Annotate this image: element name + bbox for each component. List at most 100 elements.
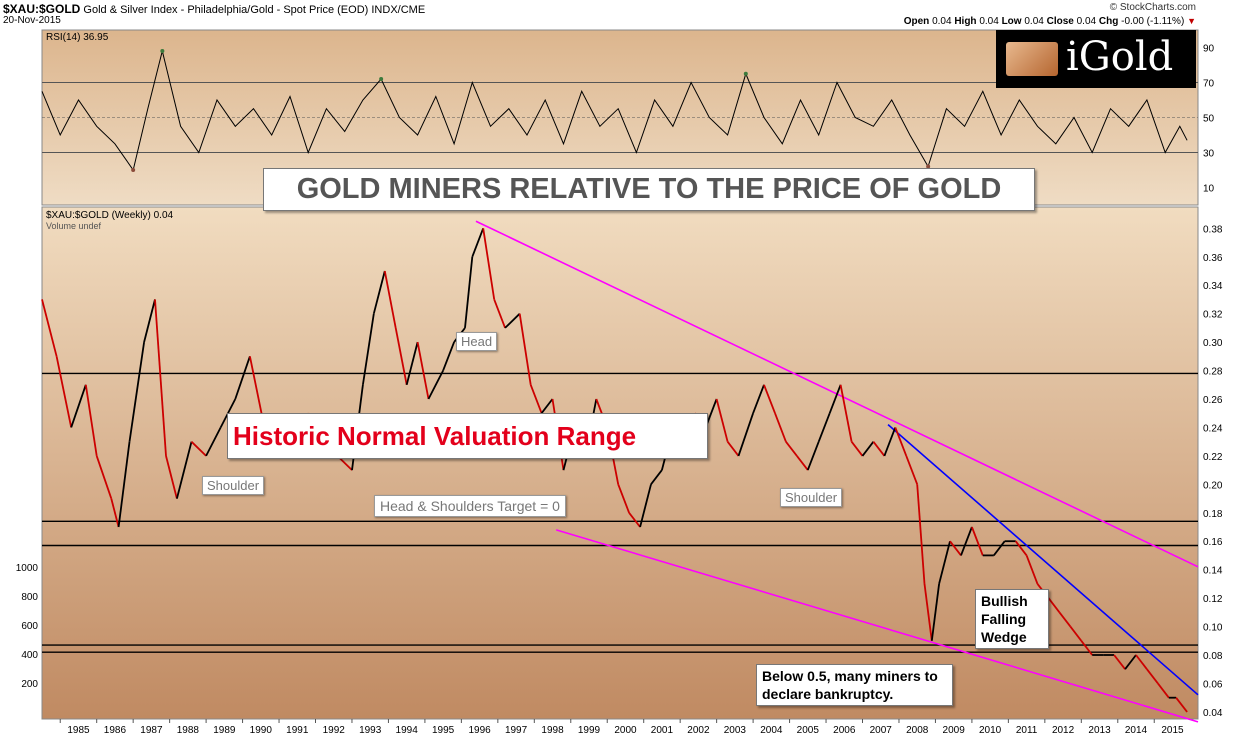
price-segment — [883, 427, 897, 457]
year-tick-label: 1986 — [104, 725, 127, 736]
price-tick-label: 0.26 — [1203, 395, 1223, 406]
price-tick-label: 0.38 — [1203, 224, 1223, 235]
price-segment — [737, 412, 754, 457]
wedge-trendline — [887, 423, 1199, 696]
description: Gold & Silver Index - Philadelphia/Gold … — [83, 4, 369, 16]
price-segment — [529, 384, 543, 414]
wedge-note: Bullish Falling Wedge — [975, 589, 1049, 649]
year-tick-label: 1993 — [359, 725, 382, 736]
rsi-tick-label: 50 — [1203, 114, 1215, 125]
channel-trendline — [555, 529, 1199, 723]
price-segment — [41, 299, 58, 357]
rsi-tick-label: 10 — [1203, 184, 1215, 195]
rsi-tick-label: 70 — [1203, 79, 1215, 90]
price-tick-label: 0.10 — [1203, 623, 1223, 634]
year-tick-label: 2004 — [760, 725, 783, 736]
price-segment — [416, 341, 430, 400]
price-segment — [154, 299, 167, 456]
year-tick-label: 1999 — [578, 725, 601, 736]
price-segment — [110, 498, 120, 528]
low-value: 0.04 — [1024, 16, 1044, 27]
rsi-legend: RSI(14) 36.95 — [46, 32, 109, 43]
volume-tick-label: 400 — [21, 650, 38, 661]
price-segment — [504, 313, 521, 329]
symbol: $XAU:$GOLD — [3, 2, 81, 16]
volume-tick-label: 200 — [21, 679, 38, 690]
price-segment — [785, 441, 798, 457]
price-segment — [1069, 626, 1083, 642]
price-segment — [1113, 654, 1126, 670]
high-value: 0.04 — [979, 16, 999, 27]
price-segment — [949, 540, 962, 556]
rsi-overbought-point — [379, 77, 384, 81]
price-segment — [165, 455, 178, 499]
chart-date: 20-Nov-2015 — [3, 15, 61, 26]
year-tick-label: 2012 — [1052, 725, 1075, 736]
price-tick-label: 0.04 — [1203, 708, 1223, 719]
volume-tick-label: 1000 — [16, 563, 39, 574]
price-segment — [442, 341, 455, 371]
year-tick-label: 2007 — [870, 725, 893, 736]
price-tick-label: 0.14 — [1203, 566, 1223, 577]
price-segment — [1025, 555, 1039, 585]
volume-legend: Volume undef — [46, 221, 102, 231]
brand-credit: © StockCharts.com — [1109, 2, 1196, 13]
price-segment — [894, 427, 908, 457]
price-tick-label: 0.18 — [1203, 509, 1223, 520]
chart-header-title: $XAU:$GOLD Gold & Silver Index - Philade… — [3, 2, 425, 16]
price-segment — [128, 341, 145, 442]
rsi-overbought-point — [743, 71, 748, 76]
right-shoulder-label: Shoulder — [780, 488, 843, 507]
year-tick-label: 1992 — [323, 725, 346, 736]
main-title-banner: GOLD MINERS RELATIVE TO THE PRICE OF GOL… — [263, 168, 1035, 211]
rsi-overbought-point — [160, 49, 165, 53]
chg-value: -0.00 (-1.11%) — [1121, 16, 1185, 27]
price-segment — [639, 484, 652, 528]
rsi-tick-label: 30 — [1203, 149, 1215, 160]
rsi-oversold-point — [131, 168, 136, 172]
price-segment — [1047, 597, 1061, 613]
volume-tick-label: 800 — [21, 592, 38, 603]
axis-layer: 10 30 50 70 90 0.04 0.06 0.08 0.10 0.12 0.14 0.16 0.… — [16, 44, 1223, 737]
price-segment — [518, 313, 532, 385]
price-segment — [1157, 682, 1170, 699]
year-tick-label: 2008 — [906, 725, 929, 736]
year-tick-label: 2014 — [1125, 725, 1148, 736]
price-segment — [763, 384, 776, 414]
price-segment — [850, 441, 864, 457]
year-tick-label: 1998 — [541, 725, 564, 736]
price-segment — [95, 455, 113, 499]
price-segment — [1146, 668, 1159, 684]
price-segment — [923, 583, 933, 641]
left-shoulder-label: Shoulder — [202, 476, 265, 495]
year-tick-label: 2000 — [614, 725, 637, 736]
year-tick-label: 1990 — [250, 725, 273, 736]
price-segment — [372, 270, 386, 314]
price-segment — [930, 583, 940, 641]
price-segment — [176, 441, 193, 499]
price-segment — [796, 455, 809, 471]
price-segment — [205, 426, 222, 457]
price-segment — [464, 256, 474, 328]
price-tick-label: 0.30 — [1203, 338, 1223, 349]
price-segment — [143, 299, 156, 343]
price-segment — [471, 227, 485, 258]
price-segment — [84, 384, 98, 457]
year-tick-label: 2005 — [797, 725, 820, 736]
rsi-line — [41, 50, 1188, 172]
price-tick-label: 0.22 — [1203, 452, 1223, 463]
price-segment — [872, 441, 886, 457]
price-tick-label: 0.32 — [1203, 310, 1223, 321]
price-segment — [993, 540, 1006, 556]
price-segment — [190, 441, 207, 457]
year-tick-label: 1985 — [67, 725, 90, 736]
price-segment — [55, 356, 73, 428]
price-tick-label: 0.24 — [1203, 423, 1223, 434]
year-tick-label: 1994 — [396, 725, 419, 736]
price-segment — [726, 441, 740, 457]
bankruptcy-note: Below 0.5, many miners to declare bankru… — [756, 664, 953, 706]
year-tick-label: 2013 — [1088, 725, 1111, 736]
price-tick-label: 0.16 — [1203, 537, 1223, 548]
price-segment — [482, 228, 496, 300]
low-label: Low — [1001, 16, 1022, 27]
